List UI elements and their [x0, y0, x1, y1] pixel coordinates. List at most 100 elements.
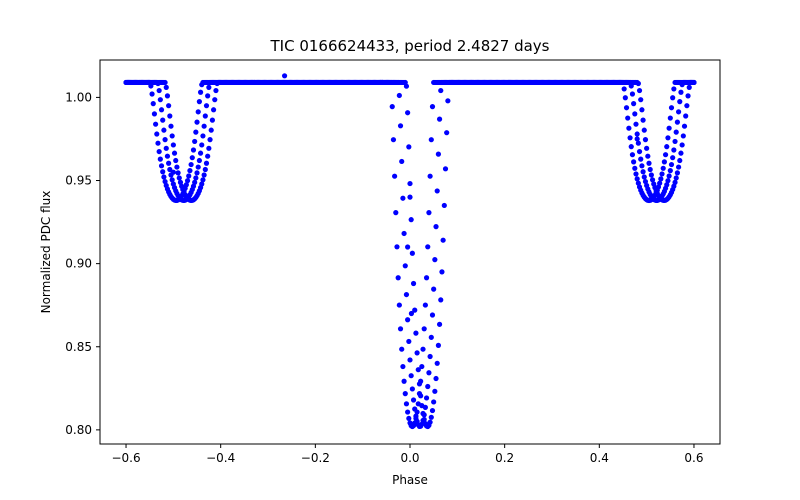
data-point: [660, 165, 666, 171]
data-point: [427, 353, 433, 360]
data-point: [631, 101, 637, 107]
data-point: [679, 142, 685, 148]
data-point: [183, 182, 189, 188]
data-point: [392, 173, 398, 179]
data-point: [407, 180, 413, 187]
data-point: [408, 310, 415, 317]
data-point: [420, 410, 426, 417]
data-point: [680, 133, 686, 139]
data-point: [429, 104, 436, 110]
data-point: [674, 119, 681, 125]
data-point: [166, 103, 172, 109]
data-point: [175, 170, 181, 176]
data-point: [193, 175, 199, 181]
data-point: [431, 286, 437, 292]
data-point: [677, 99, 683, 105]
data-point: [647, 166, 653, 173]
data-point: [406, 144, 412, 150]
data-point: [187, 168, 193, 174]
data-point: [673, 175, 679, 181]
data-point: [194, 170, 200, 176]
data-point: [634, 136, 640, 142]
data-point: [642, 178, 649, 185]
data-point: [393, 210, 399, 216]
data-point: [405, 317, 411, 323]
data-point: [442, 166, 449, 172]
data-point: [675, 164, 682, 170]
x-tick-label: 0.6: [684, 451, 703, 465]
data-point: [406, 415, 412, 422]
x-tick-label: −0.4: [206, 451, 235, 465]
data-point: [677, 157, 683, 164]
data-point: [213, 87, 219, 94]
data-point: [195, 164, 201, 170]
data-point: [400, 195, 406, 201]
chart-title: TIC 0166624433, period 2.4827 days: [269, 37, 549, 55]
data-point: [626, 125, 632, 131]
data-point: [431, 399, 437, 405]
data-point: [409, 250, 415, 256]
data-point: [418, 393, 424, 399]
data-point: [192, 179, 198, 185]
data-point: [625, 115, 631, 121]
y-tick-label: 0.95: [65, 174, 92, 188]
data-point: [670, 95, 676, 101]
data-point: [167, 113, 173, 119]
data-point: [405, 244, 411, 250]
data-point: [667, 168, 673, 174]
data-point: [426, 210, 432, 216]
data-point: [167, 166, 173, 173]
data-point: [408, 373, 414, 379]
data-point: [403, 401, 410, 407]
data-point: [635, 80, 641, 87]
data-point: [412, 406, 418, 412]
data-point: [196, 157, 202, 164]
data-point: [157, 156, 163, 162]
data-point: [423, 395, 430, 401]
data-point: [670, 155, 676, 161]
data-point: [173, 157, 179, 164]
data-point: [195, 109, 201, 115]
data-point: [208, 127, 214, 133]
x-tick-label: 0.2: [495, 451, 514, 465]
data-point: [427, 419, 433, 425]
data-point: [401, 378, 407, 384]
data-point: [421, 416, 427, 423]
data-point: [628, 144, 634, 150]
data-point: [433, 375, 439, 382]
x-tick-label: 0.4: [590, 451, 609, 465]
data-point: [666, 125, 672, 131]
data-point: [212, 97, 218, 103]
data-point: [640, 169, 646, 175]
data-point: [154, 131, 160, 137]
data-point: [170, 169, 176, 175]
data-point: [160, 169, 166, 175]
data-point: [389, 104, 395, 110]
data-point: [644, 145, 650, 151]
data-point: [641, 174, 647, 180]
data-point: [665, 135, 671, 141]
data-point: [621, 86, 627, 92]
data-point: [402, 263, 408, 269]
data-point: [427, 173, 433, 179]
data-point: [444, 130, 450, 136]
data-point: [415, 367, 421, 373]
data-point: [207, 137, 213, 143]
data-point: [642, 137, 649, 143]
data-point: [174, 164, 180, 170]
data-point: [639, 107, 645, 113]
data-point: [156, 87, 162, 94]
x-tick-label: −0.2: [301, 451, 330, 465]
y-axis-label: Normalized PDC flux: [39, 191, 53, 314]
data-point: [396, 302, 402, 308]
data-point: [664, 144, 670, 150]
data-point: [425, 383, 431, 390]
data-point: [405, 110, 411, 116]
data-point: [685, 93, 691, 99]
y-axis-ticks: 0.80 0.85 0.90 0.95 1.00: [65, 90, 100, 437]
data-point: [419, 403, 425, 409]
data-point: [429, 312, 436, 318]
data-point: [434, 360, 440, 366]
y-tick-label: 0.90: [65, 257, 92, 271]
